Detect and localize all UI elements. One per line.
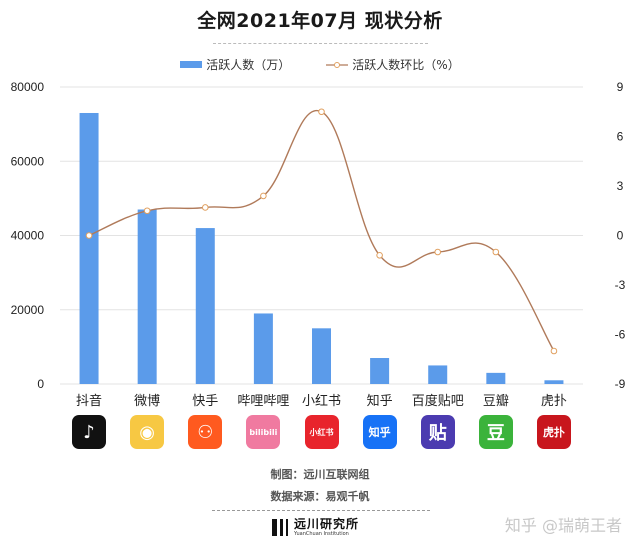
chart-legend: 活跃人数（万） 活跃人数环比（%）	[0, 56, 640, 73]
left-axis-tick: 40000	[11, 229, 45, 243]
bar-哔哩哔哩	[253, 313, 273, 384]
right-axis-tick: 0	[617, 229, 624, 243]
category-axis-labels: 抖音 微博 快手 哔哩哔哩 小红书 知乎 百度贴吧 豆瓣 虎扑	[0, 390, 640, 410]
category-label: 虎扑	[540, 394, 567, 409]
legend-item-bar: 活跃人数（万）	[180, 56, 290, 73]
left-axis-tick: 60000	[11, 154, 45, 168]
bar-抖音	[79, 112, 99, 385]
xiaohongshu-icon: 小红书	[304, 415, 339, 449]
line-marker-虎扑	[550, 347, 558, 355]
bar-快手	[195, 228, 215, 384]
line-marker-豆瓣	[492, 248, 500, 256]
chart-title: 全网2021年07月 现状分析	[197, 10, 443, 32]
credit-divider	[212, 510, 430, 511]
category-label: 快手	[192, 394, 219, 409]
right-axis-tick: 3	[617, 179, 624, 193]
line-marker-快手	[201, 204, 209, 211]
right-axis-tick: -6	[615, 328, 626, 342]
brand-name-en: YuanChuan Institution	[294, 531, 349, 537]
bar-百度贴吧	[428, 365, 448, 384]
kuaishou-icon: ⚇	[188, 415, 223, 449]
mom-change-line	[88, 109, 555, 352]
right-axis-tick: 9	[617, 80, 624, 94]
douban-icon: 豆	[478, 415, 513, 449]
hupu-icon: 虎扑	[536, 415, 571, 449]
left-axis-tick: 0	[37, 377, 44, 391]
bilibili-icon: bilibili	[246, 415, 281, 449]
category-label: 哔哩哔哩	[237, 394, 290, 409]
watermark: 知乎 @瑞萌王者	[504, 516, 622, 535]
bar-知乎	[370, 358, 390, 384]
legend-item-line: 活跃人数环比（%）	[326, 56, 460, 73]
tieba-icon: 贴	[420, 415, 455, 449]
line-marker-微博	[143, 207, 151, 215]
legend-line-label: 活跃人数环比（%）	[352, 58, 460, 72]
brand-bars-icon	[272, 519, 288, 536]
brand-logo: 远川研究所 YuanChuan Institution	[272, 518, 359, 537]
credit-source: 数据来源：易观千帆	[270, 490, 370, 503]
title-divider	[213, 43, 428, 44]
credit-made-by: 制图：远川互联网组	[270, 468, 370, 481]
douyin-icon: ♪	[72, 415, 107, 449]
zhihu-icon: 知乎	[362, 415, 397, 449]
right-axis-tick: -3	[615, 278, 626, 292]
line-marker-抖音	[85, 232, 93, 239]
chart-plot-area: 0 20000 40000 60000 80000 9 6 3 0 -3 -6 -9	[11, 80, 626, 391]
right-axis-tick: -9	[615, 377, 626, 391]
bar-虎扑	[544, 380, 564, 384]
brand-name-cn: 远川研究所	[294, 517, 360, 531]
legend-bar-swatch-icon	[180, 61, 203, 68]
category-label: 知乎	[366, 394, 393, 409]
line-marker-百度贴吧	[434, 248, 442, 256]
right-axis-tick: 6	[617, 130, 624, 144]
legend-bar-label: 活跃人数（万）	[206, 58, 291, 72]
category-label: 微博	[134, 394, 161, 409]
category-label: 百度贴吧	[411, 394, 464, 409]
bar-豆瓣	[486, 372, 506, 384]
app-icon-row: ♪ ◉ ⚇ bilibili 小红书 知乎贴豆虎扑	[0, 415, 640, 451]
category-label: 小红书	[301, 394, 341, 409]
weibo-icon: ◉	[130, 415, 165, 449]
bar-微博	[137, 209, 157, 384]
bar-小红书	[312, 328, 331, 384]
line-marker-哔哩哔哩	[260, 192, 267, 200]
legend-line-swatch-icon	[326, 61, 349, 68]
left-axis-tick: 80000	[11, 80, 45, 94]
category-label: 豆瓣	[482, 394, 509, 409]
left-axis-tick: 20000	[11, 303, 45, 317]
line-marker-知乎	[376, 252, 383, 259]
category-label: 抖音	[76, 394, 103, 409]
line-marker-小红书	[318, 108, 325, 116]
